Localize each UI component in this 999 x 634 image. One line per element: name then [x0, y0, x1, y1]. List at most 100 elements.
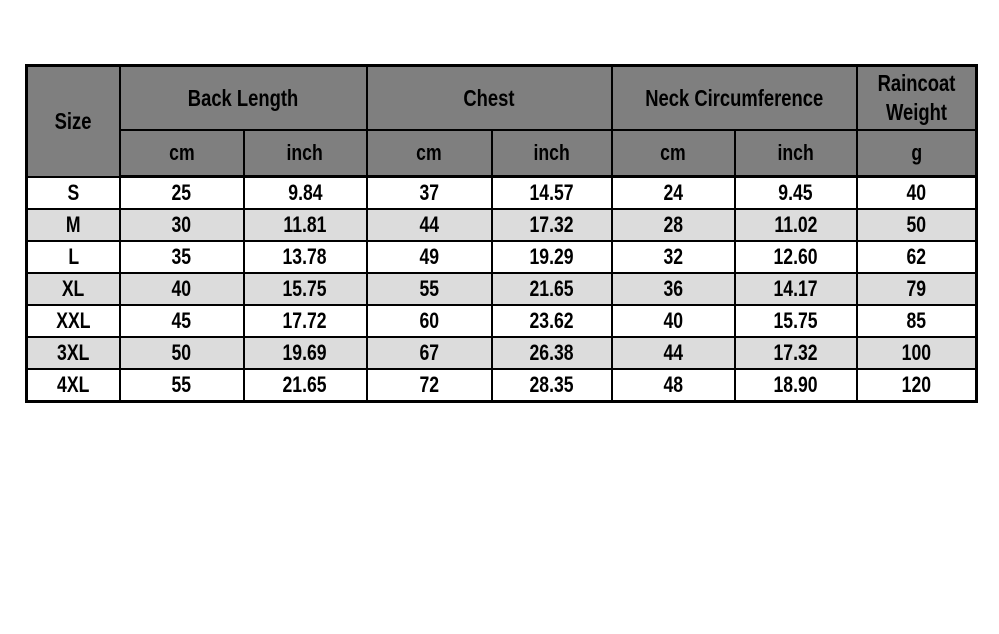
cell-text: 12.60 — [773, 244, 818, 269]
table-row-xxl: XXL 45 17.72 60 23.62 40 15.75 85 — [25, 304, 978, 338]
cell-text: 37 — [419, 180, 439, 205]
header-label: Back Length — [187, 84, 299, 111]
value-cell: 100 — [855, 336, 978, 370]
value-cell: 9.84 — [242, 175, 368, 210]
cell-text: 28 — [663, 212, 683, 237]
value-cell: 72 — [365, 368, 493, 403]
cell-text: 15.75 — [773, 308, 818, 333]
value-cell: 79 — [855, 272, 978, 306]
header-label: Chest — [463, 84, 515, 111]
unit-label: cm — [168, 140, 195, 165]
value-cell: 40 — [118, 272, 245, 306]
unit-label: inch — [777, 140, 814, 165]
table-body: S 25 9.84 37 14.57 24 9.45 40 M 30 11.81… — [25, 175, 978, 403]
cell-text: 14.17 — [773, 276, 818, 301]
value-cell: 17.72 — [242, 304, 368, 338]
cell-text: 23.62 — [529, 308, 574, 333]
cell-text: M — [65, 212, 81, 237]
table-row-4xl: 4XL 55 21.65 72 28.35 48 18.90 120 — [25, 368, 978, 403]
value-cell: 21.65 — [242, 368, 368, 403]
value-cell: 55 — [365, 272, 493, 306]
cell-text: 36 — [663, 276, 683, 301]
value-cell: 48 — [610, 368, 736, 403]
size-cell: M — [25, 208, 121, 242]
cell-text: 60 — [419, 308, 439, 333]
value-cell: 14.17 — [733, 272, 858, 306]
value-cell: 15.75 — [242, 272, 368, 306]
unit-cell-chest-inch: inch — [490, 129, 613, 178]
value-cell: 85 — [855, 304, 978, 338]
value-cell: 17.32 — [490, 208, 613, 242]
value-cell: 49 — [365, 240, 493, 274]
cell-text: 55 — [419, 276, 439, 301]
unit-label: inch — [286, 140, 324, 165]
cell-text: 15.75 — [282, 276, 328, 301]
value-cell: 62 — [855, 240, 978, 274]
value-cell: 28 — [610, 208, 736, 242]
value-cell: 67 — [365, 336, 493, 370]
unit-label: g — [910, 140, 922, 165]
cell-text: 28.35 — [529, 372, 574, 397]
value-cell: 9.45 — [733, 175, 858, 210]
header-cell-chest: Chest — [365, 64, 613, 131]
table-row-xl: XL 40 15.75 55 21.65 36 14.17 79 — [25, 272, 978, 306]
cell-text: 85 — [906, 308, 927, 333]
size-cell: S — [25, 175, 121, 210]
size-cell: 3XL — [25, 336, 121, 370]
cell-text: 21.65 — [282, 372, 328, 397]
unit-label: cm — [416, 140, 442, 165]
unit-cell-back-length-inch: inch — [242, 129, 368, 178]
header-cell-back-length: Back Length — [118, 64, 368, 131]
cell-text: XXL — [56, 308, 91, 333]
size-chart-table: Size Back Length Chest Neck Circumferenc… — [25, 64, 979, 403]
cell-text: 21.65 — [529, 276, 574, 301]
value-cell: 120 — [855, 368, 978, 403]
value-cell: 14.57 — [490, 175, 613, 210]
cell-text: 49 — [419, 244, 439, 269]
header-cell-neck-circumference: Neck Circumference — [610, 64, 858, 131]
cell-text: 48 — [663, 372, 683, 397]
size-cell: XL — [25, 272, 121, 306]
value-cell: 25 — [118, 175, 245, 210]
cell-text: 40 — [906, 180, 927, 205]
table-header: Size Back Length Chest Neck Circumferenc… — [25, 64, 978, 178]
value-cell: 21.65 — [490, 272, 613, 306]
table-row-m: M 30 11.81 44 17.32 28 11.02 50 — [25, 208, 978, 242]
cell-text: 40 — [663, 308, 683, 333]
cell-text: 24 — [663, 180, 683, 205]
value-cell: 36 — [610, 272, 736, 306]
header-label: Neck Circumference — [645, 84, 823, 111]
cell-text: 11.81 — [283, 212, 327, 237]
cell-text: 72 — [419, 372, 439, 397]
value-cell: 44 — [610, 336, 736, 370]
value-cell: 12.60 — [733, 240, 858, 274]
value-cell: 55 — [118, 368, 245, 403]
cell-text: 19.29 — [529, 244, 574, 269]
value-cell: 11.02 — [733, 208, 858, 242]
cell-text: 17.72 — [282, 308, 328, 333]
value-cell: 18.90 — [733, 368, 858, 403]
unit-cell-back-length-cm: cm — [118, 129, 245, 178]
value-cell: 35 — [118, 240, 245, 274]
value-cell: 28.35 — [490, 368, 613, 403]
value-cell: 17.32 — [733, 336, 858, 370]
value-cell: 50 — [855, 208, 978, 242]
value-cell: 13.78 — [242, 240, 368, 274]
cell-text: 19.69 — [282, 340, 328, 365]
header-label: Size — [54, 107, 92, 134]
size-cell: L — [25, 240, 121, 274]
cell-text: 79 — [906, 276, 927, 301]
cell-text: 35 — [171, 244, 192, 269]
value-cell: 32 — [610, 240, 736, 274]
header-units-row: cm inch cm inch cm inch g — [27, 129, 978, 178]
cell-text: 44 — [663, 340, 683, 365]
value-cell: 19.69 — [242, 336, 368, 370]
cell-text: 100 — [901, 340, 931, 365]
value-cell: 24 — [610, 175, 736, 210]
value-cell: 40 — [610, 304, 736, 338]
cell-text: 30 — [171, 212, 192, 237]
header-group-row: Size Back Length Chest Neck Circumferenc… — [25, 64, 978, 178]
unit-cell-weight-g: g — [855, 129, 978, 178]
cell-text: L — [67, 244, 79, 269]
